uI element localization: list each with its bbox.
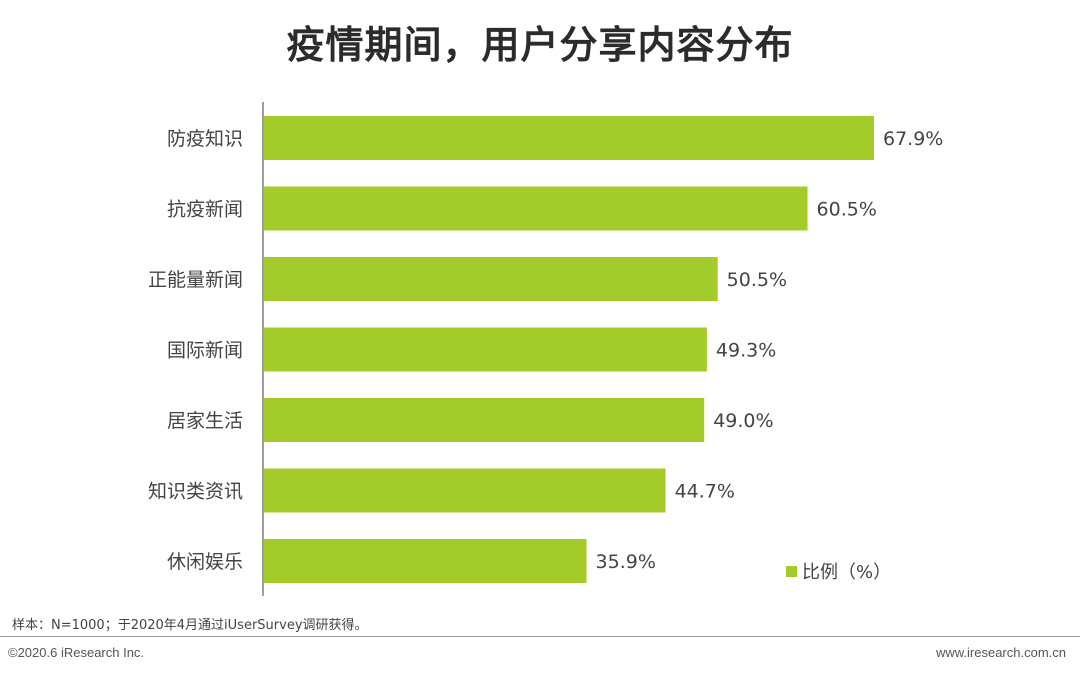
copyright-text: ©2020.6 iResearch Inc. bbox=[8, 645, 145, 660]
category-label-2: 抗疫新闻 bbox=[167, 199, 243, 221]
value-label-2: 60.5% bbox=[817, 199, 877, 221]
legend-label: 比例（%） bbox=[802, 562, 891, 583]
footer-divider bbox=[0, 636, 1080, 637]
bar-5 bbox=[264, 398, 705, 442]
category-label-4: 国际新闻 bbox=[167, 340, 243, 362]
sample-note: 样本：N=1000；于2020年4月通过iUserSurvey调研获得。 bbox=[12, 618, 368, 633]
bar-4 bbox=[264, 327, 707, 372]
category-label-3: 正能量新闻 bbox=[148, 269, 243, 291]
bar-2 bbox=[264, 186, 808, 231]
bar-6 bbox=[264, 468, 666, 513]
legend-swatch bbox=[786, 566, 797, 577]
category-label-1: 防疫知识 bbox=[167, 128, 243, 150]
category-label-7: 休闲娱乐 bbox=[167, 551, 243, 573]
value-label-5: 49.0% bbox=[713, 410, 773, 432]
value-label-1: 67.9% bbox=[883, 128, 943, 150]
category-label-5: 居家生活 bbox=[167, 410, 243, 432]
bar-chart: 防疫知识 67.9% 抗疫新闻 60.5% 正能量新闻 50.5% 国际新闻 49.3% 居家生… bbox=[148, 102, 943, 596]
website-link[interactable]: www.iresearch.com.cn bbox=[935, 645, 1066, 660]
bar-3 bbox=[264, 257, 718, 301]
value-label-6: 44.7% bbox=[675, 481, 735, 503]
value-label-4: 49.3% bbox=[716, 340, 776, 362]
bar-7 bbox=[264, 539, 587, 583]
value-label-7: 35.9% bbox=[596, 551, 656, 573]
category-label-6: 知识类资讯 bbox=[148, 481, 243, 503]
chart-title: 疫情期间，用户分享内容分布 bbox=[286, 23, 794, 67]
bar-1 bbox=[264, 116, 874, 160]
value-label-3: 50.5% bbox=[727, 269, 787, 291]
